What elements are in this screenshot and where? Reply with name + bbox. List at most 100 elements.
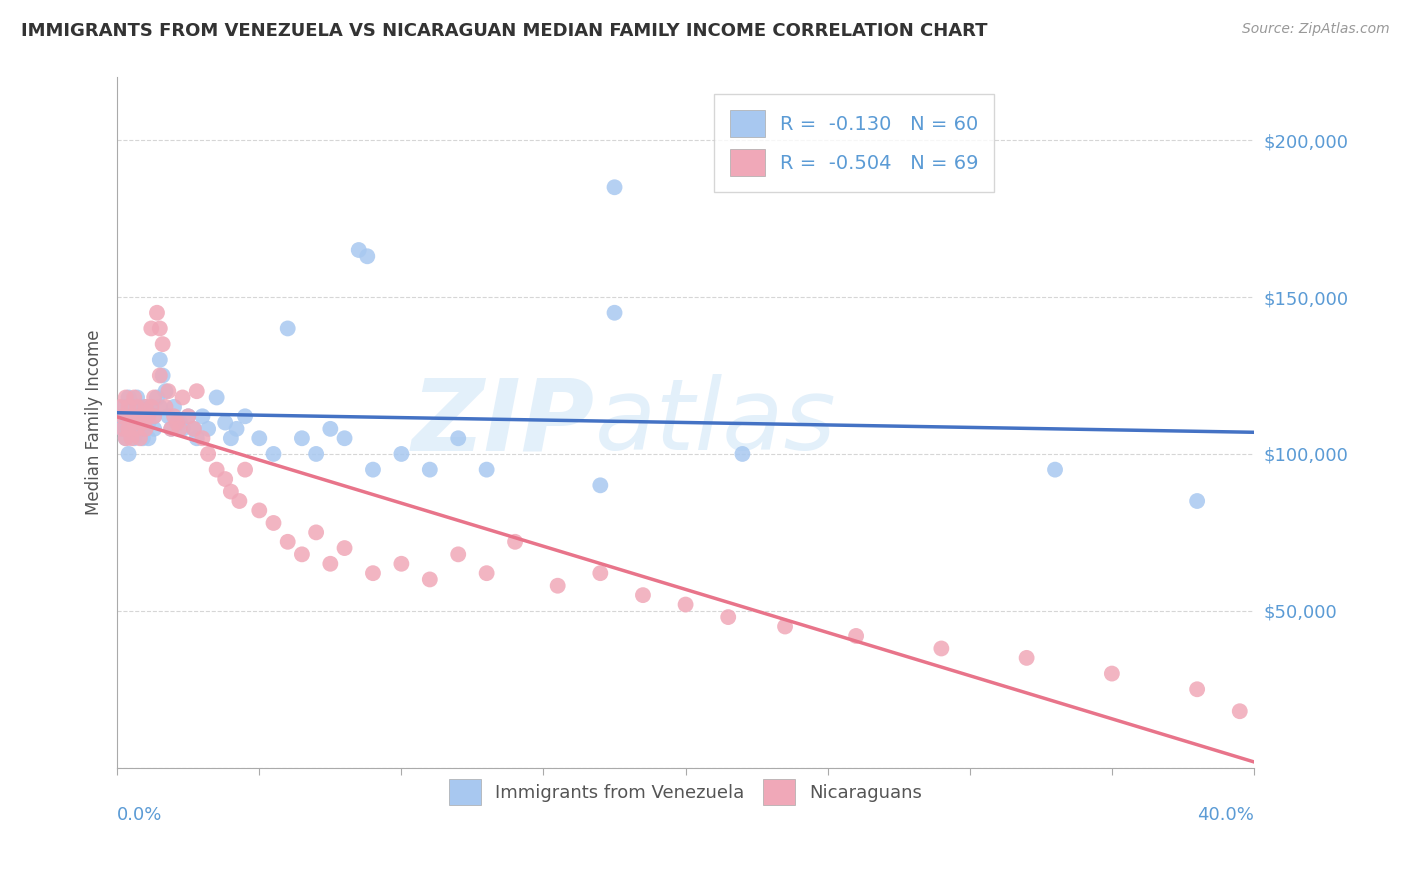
Point: [263, 447, 285, 461]
Point: [129, 409, 152, 424]
Point: [111, 400, 134, 414]
Point: [356, 249, 378, 263]
Point: [219, 431, 242, 445]
Point: [247, 503, 270, 517]
Point: [129, 400, 152, 414]
Point: [149, 400, 172, 414]
Point: [191, 431, 214, 445]
Point: [475, 566, 498, 581]
Point: [675, 598, 697, 612]
Point: [731, 447, 754, 461]
Point: [228, 494, 250, 508]
Point: [214, 416, 236, 430]
Point: [114, 409, 136, 424]
Point: [205, 462, 228, 476]
Point: [447, 431, 470, 445]
Point: [419, 573, 441, 587]
Point: [183, 422, 205, 436]
Point: [143, 391, 166, 405]
Point: [143, 409, 166, 424]
Point: [149, 321, 172, 335]
Point: [169, 422, 191, 436]
Point: [122, 409, 145, 424]
Point: [149, 368, 172, 383]
Text: IMMIGRANTS FROM VENEZUELA VS NICARAGUAN MEDIAN FAMILY INCOME CORRELATION CHART: IMMIGRANTS FROM VENEZUELA VS NICARAGUAN …: [21, 22, 987, 40]
Point: [183, 422, 205, 436]
Point: [197, 447, 219, 461]
Point: [138, 431, 160, 445]
Text: 40.0%: 40.0%: [1197, 805, 1254, 823]
Point: [333, 431, 356, 445]
Point: [155, 384, 177, 399]
Point: [1185, 494, 1208, 508]
Point: [132, 409, 155, 424]
Point: [225, 422, 247, 436]
Point: [291, 431, 314, 445]
Point: [263, 516, 285, 530]
Point: [389, 447, 412, 461]
Point: [120, 431, 142, 445]
Point: [603, 180, 626, 194]
Point: [138, 409, 160, 424]
Point: [143, 409, 166, 424]
Point: [163, 409, 186, 424]
Point: [111, 422, 134, 436]
Point: [172, 391, 194, 405]
Point: [277, 321, 299, 335]
Text: ZIP: ZIP: [412, 374, 595, 471]
Point: [117, 447, 139, 461]
Point: [122, 431, 145, 445]
Point: [157, 384, 180, 399]
Point: [122, 391, 145, 405]
Point: [277, 534, 299, 549]
Point: [143, 422, 166, 436]
Point: [125, 400, 148, 414]
Point: [129, 422, 152, 436]
Point: [361, 566, 384, 581]
Point: [186, 431, 208, 445]
Point: [135, 422, 157, 436]
Point: [141, 321, 163, 335]
Point: [120, 422, 142, 436]
Text: Source: ZipAtlas.com: Source: ZipAtlas.com: [1241, 22, 1389, 37]
Point: [146, 306, 169, 320]
Point: [845, 629, 868, 643]
Point: [319, 422, 342, 436]
Point: [132, 431, 155, 445]
Point: [146, 391, 169, 405]
Point: [152, 368, 174, 383]
Point: [773, 619, 796, 633]
Point: [114, 431, 136, 445]
Point: [233, 409, 256, 424]
Point: [120, 409, 142, 424]
Y-axis label: Median Family Income: Median Family Income: [86, 330, 103, 516]
Point: [319, 557, 342, 571]
Point: [191, 409, 214, 424]
Point: [114, 391, 136, 405]
Point: [111, 422, 134, 436]
Point: [108, 416, 131, 430]
Point: [219, 484, 242, 499]
Point: [125, 422, 148, 436]
Point: [475, 462, 498, 476]
Point: [1043, 462, 1066, 476]
Point: [169, 416, 191, 430]
Point: [389, 557, 412, 571]
Point: [177, 409, 200, 424]
Point: [503, 534, 526, 549]
Point: [1185, 682, 1208, 697]
Point: [186, 384, 208, 399]
Text: atlas: atlas: [595, 374, 837, 471]
Point: [214, 472, 236, 486]
Point: [141, 400, 163, 414]
Point: [717, 610, 740, 624]
Point: [108, 400, 131, 414]
Point: [291, 547, 314, 561]
Text: 0.0%: 0.0%: [117, 805, 163, 823]
Point: [419, 462, 441, 476]
Point: [247, 431, 270, 445]
Point: [347, 243, 370, 257]
Point: [141, 400, 163, 414]
Point: [135, 400, 157, 414]
Point: [447, 547, 470, 561]
